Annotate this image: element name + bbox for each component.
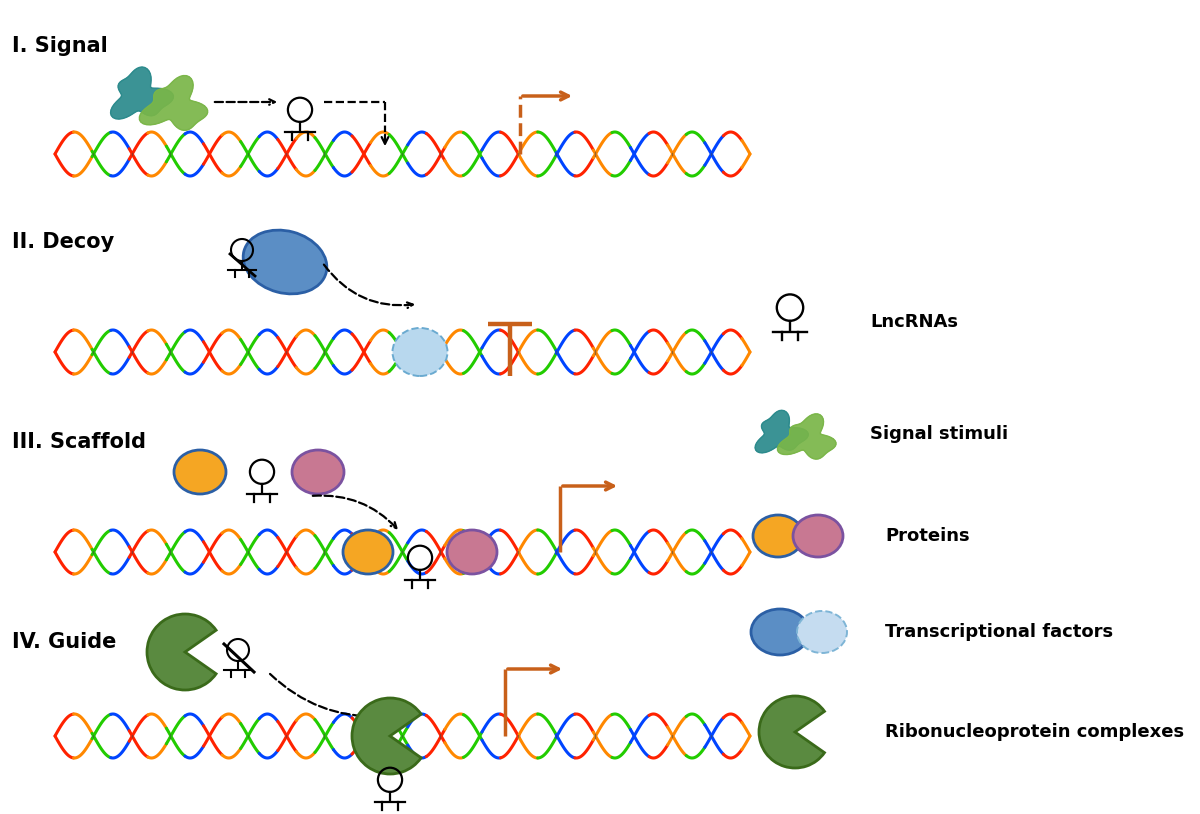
- Polygon shape: [778, 414, 836, 459]
- Text: IV. Guide: IV. Guide: [12, 632, 116, 652]
- Ellipse shape: [343, 530, 394, 574]
- Ellipse shape: [751, 609, 809, 655]
- Ellipse shape: [797, 611, 847, 653]
- Text: I. Signal: I. Signal: [12, 36, 108, 56]
- Text: Ribonucleoprotein complexes: Ribonucleoprotein complexes: [886, 723, 1184, 741]
- Ellipse shape: [392, 328, 448, 376]
- Text: Proteins: Proteins: [886, 527, 970, 545]
- Polygon shape: [755, 410, 809, 453]
- Ellipse shape: [754, 515, 803, 557]
- Ellipse shape: [174, 450, 226, 494]
- Text: Signal stimuli: Signal stimuli: [870, 425, 1008, 443]
- Wedge shape: [760, 696, 824, 768]
- Polygon shape: [139, 76, 208, 130]
- Text: Transcriptional factors: Transcriptional factors: [886, 623, 1114, 641]
- Ellipse shape: [446, 530, 497, 574]
- Text: III. Scaffold: III. Scaffold: [12, 432, 146, 452]
- Ellipse shape: [793, 515, 842, 557]
- Polygon shape: [110, 67, 174, 119]
- Wedge shape: [352, 698, 421, 774]
- Ellipse shape: [292, 450, 344, 494]
- Text: LncRNAs: LncRNAs: [870, 313, 958, 331]
- Ellipse shape: [244, 230, 326, 294]
- Wedge shape: [148, 614, 216, 690]
- Text: II. Decoy: II. Decoy: [12, 232, 114, 252]
